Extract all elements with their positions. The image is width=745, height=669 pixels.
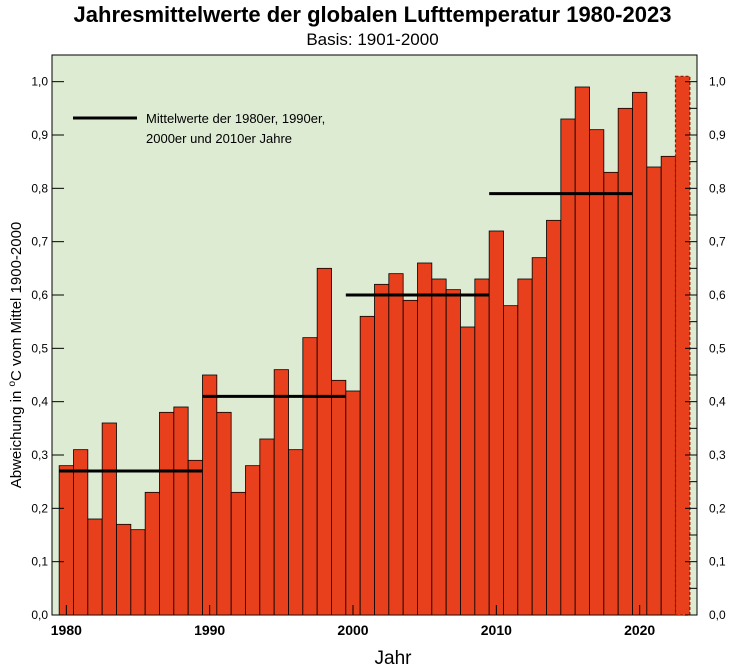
y-tick-label-right-6: 0,6 <box>709 288 726 302</box>
x-tick-label-2000: 2000 <box>337 622 368 638</box>
bar-1995 <box>273 369 289 616</box>
y-tick-label-right-4: 0,4 <box>709 395 726 409</box>
bar-2019 <box>617 107 633 616</box>
chart-subtitle: Basis: 1901-2000 <box>306 30 439 49</box>
y-tick-label-left-9: 0,9 <box>31 128 48 142</box>
bar-2000 <box>345 390 361 616</box>
bar-1984 <box>116 523 132 616</box>
bar-1982 <box>87 518 103 616</box>
y-tick-label-right-9: 0,9 <box>709 128 726 142</box>
bar-1988 <box>173 406 189 616</box>
y-tick-label-right-10: 1,0 <box>709 75 726 89</box>
y-axis-label-sup: o <box>7 381 18 387</box>
bar-1992 <box>230 491 246 616</box>
bar-2006 <box>431 278 447 616</box>
y-tick-label-left-5: 0,5 <box>31 341 48 355</box>
bar-1993 <box>245 465 261 616</box>
y-tick-label-left-7: 0,7 <box>31 235 48 249</box>
bar-2002 <box>374 283 390 616</box>
bar-2014 <box>546 219 562 616</box>
bar-2010 <box>488 230 504 616</box>
bar-2020 <box>632 91 648 616</box>
decade-means-group <box>59 192 633 473</box>
bar-1985 <box>130 529 146 616</box>
y-axis-label: Abweichung in oC vom Mittel 1900-2000 <box>7 222 25 489</box>
y-tick-label-right-0: 0,0 <box>709 608 726 622</box>
y-tick-label-left-6: 0,6 <box>31 288 48 302</box>
chart-title: Jahresmittelwerte der globalen Lufttempe… <box>73 2 672 27</box>
bar-1991 <box>216 411 232 616</box>
x-axis-label: Jahr <box>375 648 413 669</box>
bar-1999 <box>331 379 347 616</box>
y-tick-label-right-2: 0,2 <box>709 501 726 515</box>
y-tick-label-right-5: 0,5 <box>709 341 726 355</box>
bars-group <box>58 75 691 616</box>
bar-2007 <box>445 289 461 616</box>
bar-1981 <box>73 449 89 616</box>
x-tick-label-2010: 2010 <box>481 622 512 638</box>
bar-2008 <box>460 326 476 616</box>
bar-1987 <box>159 411 175 616</box>
bar-2012 <box>517 278 533 616</box>
bar-2009 <box>474 278 490 616</box>
bar-1986 <box>144 491 160 616</box>
bar-2001 <box>359 315 375 616</box>
y-axis-label-rest: C vom Mittel 1900-2000 <box>8 222 25 381</box>
bar-1997 <box>302 337 318 616</box>
bar-2021 <box>646 166 662 616</box>
bar-2003 <box>388 273 404 616</box>
x-tick-label-1990: 1990 <box>194 622 225 638</box>
y-tick-label-left-2: 0,2 <box>31 501 48 515</box>
bar-2016 <box>574 86 590 616</box>
bar-2013 <box>531 257 547 616</box>
y-tick-label-right-3: 0,3 <box>709 448 726 462</box>
bar-1980 <box>58 465 74 616</box>
bar-1998 <box>316 267 332 616</box>
y-tick-label-left-3: 0,3 <box>31 448 48 462</box>
y-tick-label-right-7: 0,7 <box>709 235 726 249</box>
bar-2017 <box>589 129 605 616</box>
axes-group: 0,0 0,0 0,1 0,1 0,2 0,2 0,3 0,3 0,4 0,4 0,5 0,5 0,6 0… <box>31 75 726 638</box>
bar-2005 <box>417 262 433 616</box>
x-tick-label-2020: 2020 <box>624 622 655 638</box>
bar-1990 <box>202 374 218 616</box>
y-tick-label-left-0: 0,0 <box>31 608 48 622</box>
legend-text-line1: Mittelwerte der 1980er, 1990er, <box>146 111 325 126</box>
y-tick-label-left-4: 0,4 <box>31 395 48 409</box>
y-tick-label-right-8: 0,8 <box>709 181 726 195</box>
y-axis-label-main: Abweichung in <box>8 387 25 489</box>
y-tick-label-left-8: 0,8 <box>31 181 48 195</box>
bar-2011 <box>503 305 519 616</box>
bar-2018 <box>603 171 619 616</box>
bar-2023 <box>674 75 691 616</box>
bar-2022 <box>660 155 676 616</box>
x-tick-label-1980: 1980 <box>51 622 82 638</box>
bar-1996 <box>288 449 304 616</box>
y-tick-label-right-1: 0,1 <box>709 555 726 569</box>
bar-2004 <box>402 299 418 616</box>
legend-text-line2: 2000er und 2010er Jahre <box>146 131 292 146</box>
bar-1989 <box>187 459 203 616</box>
y-tick-label-left-10: 1,0 <box>31 75 48 89</box>
y-tick-label-left-1: 0,1 <box>31 555 48 569</box>
bar-1983 <box>101 422 117 616</box>
bar-1994 <box>259 438 275 616</box>
